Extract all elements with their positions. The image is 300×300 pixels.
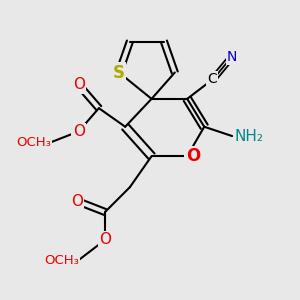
Text: OCH₃: OCH₃	[16, 136, 51, 149]
Text: NH₂: NH₂	[235, 129, 264, 144]
Text: C: C	[207, 72, 217, 86]
Text: N: N	[227, 50, 237, 64]
Text: O: O	[73, 77, 85, 92]
Text: OCH₃: OCH₃	[44, 254, 79, 266]
Text: O: O	[99, 232, 111, 247]
Text: O: O	[73, 124, 85, 139]
Text: O: O	[71, 194, 83, 208]
Text: S: S	[113, 64, 125, 82]
Text: O: O	[186, 147, 200, 165]
